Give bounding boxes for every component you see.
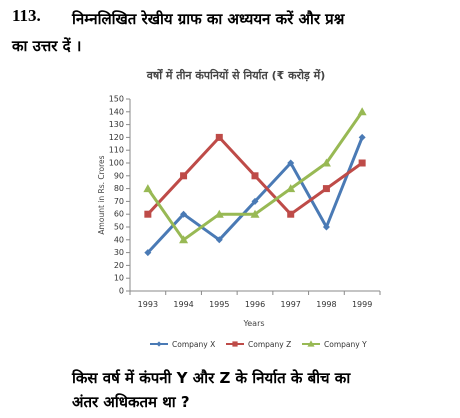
data-point — [251, 197, 259, 205]
y-tick-label: 20 — [114, 261, 124, 270]
y-tick-label: 140 — [109, 107, 124, 116]
data-point — [214, 209, 224, 218]
y-tick-label: 90 — [114, 171, 124, 180]
series-company-z — [144, 133, 366, 218]
data-point — [143, 184, 153, 193]
data-point — [251, 172, 259, 180]
legend-item: Company Z — [226, 340, 291, 349]
chart-series — [143, 107, 367, 257]
data-point — [179, 235, 189, 244]
data-point — [322, 185, 330, 193]
y-tick-label: 50 — [114, 223, 124, 232]
data-point — [144, 210, 152, 218]
x-axis-label: Years — [242, 319, 264, 328]
y-tick-label: 120 — [109, 133, 124, 142]
data-point — [215, 133, 223, 141]
y-tick-label: 150 — [109, 95, 124, 104]
x-tick-label: 1996 — [245, 300, 265, 309]
data-point — [180, 172, 188, 180]
chart-title: वर्षों में तीन कंपनियों से निर्यात (₹ कर… — [146, 68, 326, 82]
y-tick-label: 40 — [114, 235, 124, 244]
question-instruction-line1: निम्नलिखित रेखीय ग्राफ का अध्ययन करें और… — [72, 10, 345, 28]
line-chart: वर्षों में तीन कंपनियों से निर्यात (₹ कर… — [97, 68, 381, 349]
y-tick-label: 70 — [114, 197, 124, 206]
data-point — [307, 340, 315, 347]
x-tick-label: 1999 — [352, 300, 372, 309]
y-axis-label: Amount in Rs. Crores — [97, 155, 106, 234]
question-ask: किस वर्ष में कंपनी Y और Z के निर्यात के … — [72, 366, 457, 414]
x-tick-label: 1995 — [209, 300, 229, 309]
question-number: 113. — [12, 6, 41, 25]
chart-axes: 0 10 20 30 40 50 60 70 80 90 100 110 120 130 140 150 199… — [109, 95, 381, 309]
series-company-y — [143, 107, 367, 244]
data-point — [321, 158, 331, 167]
data-point — [232, 341, 238, 347]
x-tick-label: 1997 — [281, 300, 301, 309]
y-tick-label: 0 — [119, 287, 124, 296]
data-point — [144, 249, 152, 257]
data-point — [215, 236, 223, 244]
legend-item: Company Y — [302, 340, 367, 349]
data-point — [287, 210, 295, 218]
data-point — [250, 209, 260, 218]
question-instruction-line2: का उत्तर दें । — [12, 37, 82, 55]
y-tick-label: 110 — [109, 146, 124, 155]
data-point — [358, 133, 366, 141]
data-point — [156, 341, 162, 347]
data-point — [286, 184, 296, 193]
series-company-x — [144, 133, 366, 257]
legend-label: Company X — [172, 340, 215, 349]
data-point — [357, 107, 367, 116]
data-point — [287, 159, 295, 167]
data-point — [180, 210, 188, 218]
x-tick-label: 1993 — [138, 300, 158, 309]
y-tick-label: 100 — [109, 159, 124, 168]
data-point — [358, 159, 366, 167]
y-tick-label: 10 — [114, 274, 124, 283]
y-tick-label: 30 — [114, 248, 124, 257]
question-ask-line2: अंतर अधिकतम था ? — [72, 393, 190, 411]
data-point — [322, 223, 330, 231]
x-tick-label: 1998 — [316, 300, 336, 309]
y-tick-label: 60 — [114, 210, 124, 219]
legend-label: Company Z — [248, 340, 291, 349]
legend-item: Company X — [150, 340, 215, 349]
x-tick-label: 1994 — [173, 300, 193, 309]
chart-legend: Company X Company Z Company Y — [150, 340, 367, 349]
question-instruction: निम्नलिखित रेखीय ग्राफ का अध्ययन करें और… — [12, 6, 452, 60]
y-tick-label: 80 — [114, 184, 124, 193]
question-ask-line1: किस वर्ष में कंपनी Y और Z के निर्यात के … — [72, 369, 351, 387]
legend-label: Company Y — [324, 340, 367, 349]
y-tick-label: 130 — [109, 120, 124, 129]
